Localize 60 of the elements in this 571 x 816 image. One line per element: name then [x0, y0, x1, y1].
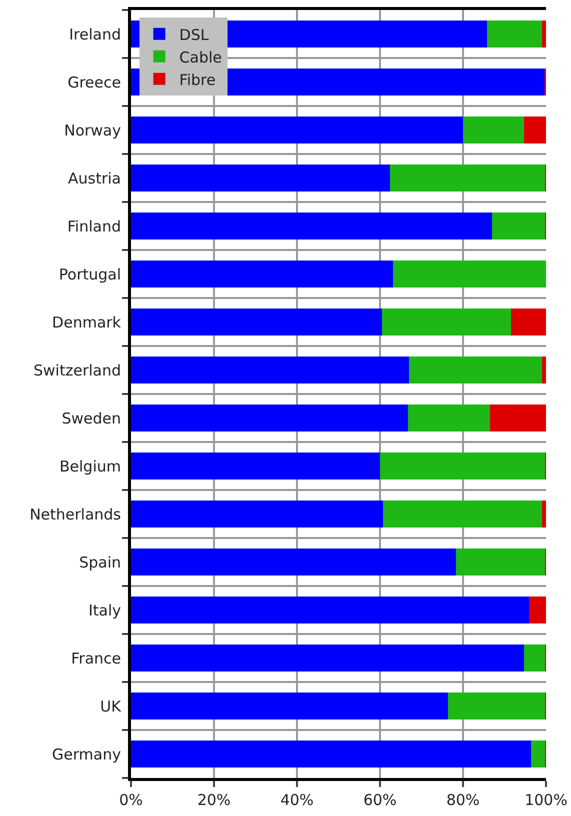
y-tick-label: Belgium [60, 457, 121, 476]
x-tick-label: 60% [363, 791, 397, 809]
bar [131, 116, 463, 144]
x-tick-label: 100% [524, 791, 568, 809]
bar [392, 260, 546, 288]
bar [542, 356, 546, 384]
bar [131, 260, 393, 288]
bar [448, 692, 546, 720]
y-tick-label: Austria [68, 169, 121, 188]
bar [531, 740, 546, 768]
y-tick-label: Netherlands [30, 505, 122, 524]
bar [511, 308, 546, 336]
y-tick-label: Switzerland [34, 361, 121, 380]
bar [408, 404, 490, 432]
y-tick-label: UK [100, 697, 122, 716]
bar [490, 404, 546, 432]
y-tick-label: Sweden [62, 409, 121, 428]
x-tick-label: 20% [197, 791, 231, 809]
y-tick-label: Denmark [52, 313, 122, 332]
bar [524, 116, 546, 144]
bar [542, 20, 546, 48]
bar [131, 740, 532, 768]
legend-label: Cable [179, 48, 222, 66]
x-tick-label: 80% [446, 791, 480, 809]
bar [131, 452, 380, 480]
x-tick-label: 40% [280, 791, 314, 809]
bar [456, 548, 546, 576]
legend-label: DSL [179, 26, 210, 44]
bar [131, 548, 456, 576]
bar [463, 116, 524, 144]
y-tick-label: Italy [88, 601, 122, 620]
y-tick-label: Spain [79, 553, 121, 572]
bar [131, 356, 410, 384]
y-tick-label: Ireland [69, 25, 121, 44]
bar [131, 692, 448, 720]
bar [131, 596, 529, 624]
bar [487, 20, 542, 48]
bar [131, 644, 524, 672]
bar [131, 500, 383, 528]
bar [492, 212, 546, 240]
y-tick-label: Finland [67, 217, 121, 236]
y-tick-label: Portugal [58, 265, 121, 284]
bar [390, 164, 546, 192]
bar [524, 644, 546, 672]
y-tick-label: France [71, 649, 121, 668]
y-tick-label: Norway [64, 121, 122, 140]
bar [131, 164, 390, 192]
bar [382, 308, 512, 336]
y-tick-label: Greece [68, 73, 121, 92]
bar [380, 452, 546, 480]
bar [131, 404, 408, 432]
bar [528, 596, 546, 624]
bar [131, 212, 492, 240]
bar [409, 356, 542, 384]
legend-label: Fibre [179, 70, 216, 89]
y-tick-label: Germany [52, 745, 122, 764]
x-tick-label: 0% [119, 791, 143, 809]
bar [542, 500, 546, 528]
bar [131, 308, 382, 336]
bar [382, 500, 542, 528]
